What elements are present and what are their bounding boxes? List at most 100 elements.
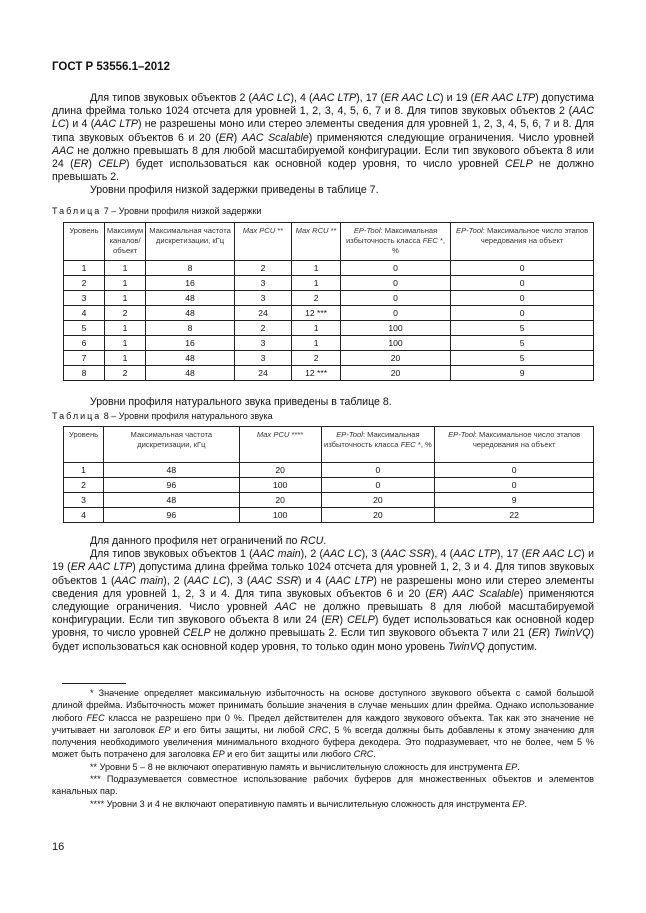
column-header: Максимальная частота дискретизации, кГц (145, 222, 235, 261)
table-cell: 4 (63, 507, 104, 523)
table-row: 2 96 100 0 0 (63, 477, 594, 493)
table-cell: 0 (450, 275, 594, 291)
italic-term: CELP (98, 158, 126, 171)
table-cell: 0 (450, 290, 594, 306)
table-cell: 3 (63, 492, 104, 508)
table-cell: 1 (63, 462, 104, 478)
table-row: 6 1 16 3 1 100 5 (63, 335, 594, 351)
italic-term: Max PCU (242, 226, 276, 235)
italic-term: FEC (86, 712, 105, 723)
table-cell: 0 (320, 462, 436, 478)
italic-term: AAC Scalable (241, 131, 309, 144)
italic-term: TwinVQ (553, 627, 591, 640)
table-cell: 20 (339, 350, 452, 366)
italic-term: EP-Tool (448, 430, 475, 439)
text-run: ) будет использоваться как основной коде… (126, 158, 505, 171)
column-header: Максимальная частота дискретизации, кГц (102, 426, 240, 463)
table-cell: 1 (291, 320, 341, 336)
text-run: Для типов звуковых объектов 2 ( (90, 92, 252, 104)
italic-term: AAC (52, 144, 74, 157)
table-cell: 1 (291, 335, 341, 351)
text-run: ), 17 ( (356, 92, 385, 104)
table-cell: 48 (102, 462, 240, 478)
italic-term: ER (531, 627, 547, 640)
text-run: допустим. (484, 640, 538, 653)
table-cell: 48 (145, 365, 235, 381)
italic-term: AAC LC (187, 574, 227, 587)
text-run: ** Уровни 5 – 8 не включают оперативную … (90, 761, 506, 772)
italic-term: ER (324, 614, 340, 627)
text-run: и его биты защиты, ни любой (170, 724, 309, 735)
italic-term: AAC LC (52, 105, 594, 131)
table-cell: 20 (238, 492, 322, 508)
table-cell: 0 (339, 275, 452, 291)
text-run: не должно превышать 8 для любой масштаби… (52, 601, 594, 627)
table-cell: 0 (339, 260, 452, 276)
italic-term: TwinVQ (447, 640, 485, 653)
text-run: *, % (415, 440, 432, 449)
table-cell: 6 (63, 335, 105, 351)
column-header: Уровень (63, 426, 104, 463)
italic-term: EP-Tool (456, 226, 483, 235)
italic-term: AAC SSR (384, 548, 431, 561)
italic-term: ER AAC LTP (70, 561, 133, 574)
italic-term: Max RCU (295, 226, 329, 235)
italic-term: ER (73, 158, 89, 171)
table-cell: 96 (102, 507, 240, 523)
text-run: *, % (392, 236, 446, 255)
table-cell: 2 (63, 275, 105, 291)
text-run: ) (233, 131, 242, 144)
text-run: ), 3 ( (226, 574, 251, 587)
footnotes: * Значение определяет максимальную избыт… (52, 687, 594, 810)
table7-caption: Таблица 7 – Уровни профиля низкой задерж… (52, 206, 262, 216)
table-cell: 0 (450, 305, 594, 321)
table-cell: 16 (145, 275, 235, 291)
text-run: ** (275, 226, 284, 235)
text-run: ) не разрешены моно или стерео элементы … (52, 574, 595, 600)
text-run: * Значение определяет максимальную избыт… (52, 688, 594, 723)
table-cell: 48 (145, 350, 235, 366)
text-run: . (323, 535, 327, 547)
table-cell: 5 (450, 350, 594, 366)
text-run: Максимальная частота дискретизации, кГц (149, 226, 231, 245)
table-cell: 2 (103, 365, 147, 381)
table-row: 4 2 48 24 12 *** 0 0 (63, 305, 594, 321)
table-cell: 2 (291, 290, 341, 306)
text-run: . (517, 761, 520, 772)
italic-term: ER (218, 131, 234, 144)
footnote: ** Уровни 5 – 8 не включают оперативную … (52, 761, 594, 773)
text-run: ), 2 ( (163, 574, 188, 587)
paragraph-1: Для типов звуковых объектов 2 (AAC LC), … (52, 92, 594, 198)
italic-term: AAC SSR (250, 574, 299, 587)
table-cell: 100 (339, 320, 452, 336)
italic-term: FEC (400, 440, 416, 449)
table-cell: 12 *** (291, 365, 341, 381)
table-cell: 1 (103, 320, 147, 336)
table-cell: 3 (233, 335, 293, 351)
table-cell: 16 (145, 335, 235, 351)
italic-term: EP (512, 798, 525, 809)
text-run: класса не разрешено при 0 %. Предел дейс… (52, 712, 594, 735)
table-8: Уровень Максимальная частота дискретизаци… (63, 426, 594, 523)
column-header: EP-Tool: Максимальная избыточность класс… (320, 426, 436, 463)
table-cell: 2 (103, 305, 147, 321)
text-run: не должно превышать 2. Если тип звуковог… (210, 627, 532, 640)
table-cell: 3 (233, 275, 293, 291)
italic-term: ER AAC LC (525, 548, 582, 561)
italic-term: EP (158, 724, 171, 735)
table-cell: 0 (450, 260, 594, 276)
table-cell: 0 (320, 477, 436, 493)
text-run: Уровни профиля низкой задержки приведены… (90, 184, 379, 197)
text-run: ) (88, 158, 99, 171)
italic-term: AAC main (252, 548, 301, 561)
table-cell: 20 (320, 507, 436, 523)
table-cell: 3 (233, 290, 293, 306)
table-cell: 1 (103, 335, 147, 351)
table-header-row: Уровень Максимум каналов/ объект Максималь… (63, 222, 594, 261)
column-header: Max PCU ** (233, 222, 293, 261)
text-run: ), 4 ( (430, 548, 454, 561)
italic-term: CELP (504, 158, 533, 171)
column-header: EP-Tool: Максимальное число этапов черед… (450, 222, 594, 261)
italic-term: AAC LTP (94, 118, 138, 131)
